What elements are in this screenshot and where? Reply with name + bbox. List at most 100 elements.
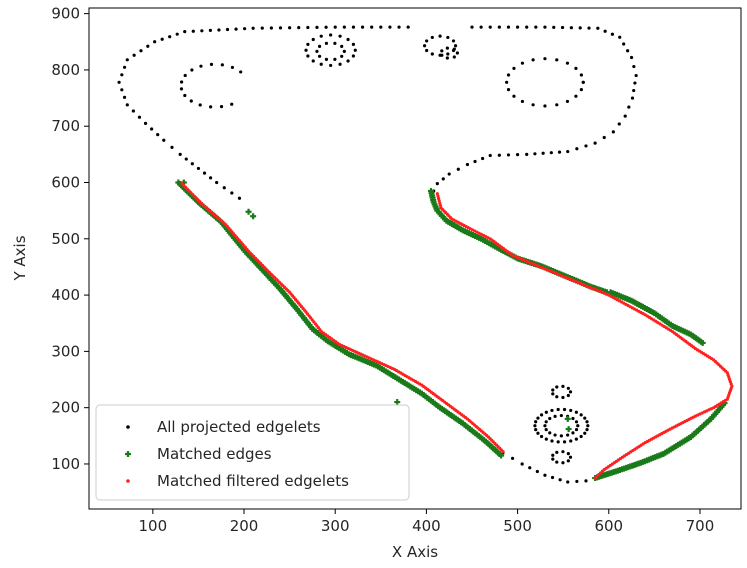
data-point-series-1 (543, 424, 547, 428)
data-point-series-1 (125, 103, 129, 107)
data-point-series-1 (584, 144, 588, 148)
data-point-series-1 (122, 95, 127, 99)
data-point-series-1 (543, 473, 547, 477)
data-point-series-1 (315, 25, 319, 29)
data-point-series-1 (251, 26, 255, 30)
data-point-series-1 (575, 479, 579, 484)
data-point-series-1 (618, 35, 622, 39)
data-point-series-1 (202, 171, 207, 175)
data-point-series-1 (333, 57, 337, 61)
data-point-series-1 (533, 152, 537, 156)
data-point-series-3 (593, 476, 597, 480)
data-point-series-1 (430, 52, 434, 56)
data-point-series-1 (189, 99, 193, 103)
data-point-series-1 (179, 87, 184, 91)
data-point-series-1 (559, 413, 563, 418)
data-point-series-1 (117, 80, 121, 84)
data-point-series-1 (548, 416, 552, 421)
data-point-series-1 (544, 410, 548, 414)
data-point-series-1 (178, 152, 182, 156)
data-point-series-1 (569, 439, 573, 443)
data-point-series-1 (340, 54, 344, 58)
data-point-series-1 (153, 40, 157, 44)
data-point-series-1 (465, 162, 470, 167)
data-point-series-1 (351, 25, 356, 29)
x-tick-label: 300 (321, 517, 350, 535)
data-point-series-1 (143, 121, 148, 125)
x-axis: 100 200 300 400 500 600 700 (139, 509, 714, 535)
data-point-series-1 (562, 407, 567, 412)
data-point-series-1 (602, 135, 606, 140)
data-point-series-1 (488, 153, 492, 158)
data-point-series-1 (581, 80, 585, 84)
x-tick-label: 100 (139, 517, 168, 535)
data-point-series-1 (438, 34, 442, 38)
data-point-series-1 (324, 57, 329, 61)
data-point-series-1 (525, 152, 529, 156)
y-tick-label: 600 (51, 174, 80, 192)
data-point-series-1 (183, 30, 187, 34)
data-point-series-1 (340, 44, 344, 48)
data-point-series-1 (242, 27, 247, 31)
data-point-series-1 (455, 51, 460, 55)
data-point-series-1 (315, 49, 319, 53)
data-point-series-1 (562, 440, 567, 444)
data-point-series-1 (422, 44, 427, 48)
data-point-series-1 (534, 427, 538, 432)
data-point-series-1 (553, 433, 557, 437)
data-point-series-1 (576, 424, 580, 428)
x-tick-label: 400 (412, 517, 441, 535)
data-point-series-1 (585, 427, 589, 432)
series-3 (180, 182, 734, 480)
data-point-series-1 (425, 39, 429, 43)
data-point-series-1 (629, 55, 634, 60)
data-point-series-1 (183, 73, 187, 78)
data-point-series-1 (370, 25, 374, 29)
legend-marker (125, 451, 131, 457)
data-point-series-1 (452, 47, 456, 51)
data-point-series-1 (515, 153, 520, 157)
data-point-series-1 (180, 80, 184, 84)
data-point-series-1 (200, 29, 204, 33)
data-point-series-1 (208, 28, 212, 32)
data-point-series-1 (555, 460, 559, 464)
data-point-series-2 (699, 339, 706, 346)
series-1 (117, 25, 638, 484)
data-point-series-1 (536, 416, 540, 420)
data-point-series-1 (481, 156, 485, 161)
y-tick-label: 400 (51, 286, 80, 304)
y-tick-label: 500 (51, 230, 80, 248)
data-point-series-1 (632, 88, 636, 93)
x-tick-label: 500 (503, 517, 532, 535)
data-point-series-1 (473, 159, 477, 164)
data-point-series-1 (230, 65, 235, 70)
data-point-series-1 (506, 73, 511, 77)
data-point-series-1 (634, 73, 638, 78)
data-point-series-1 (441, 177, 445, 181)
x-axis-label: X Axis (392, 543, 438, 561)
y-axis-label: Y Axis (11, 235, 29, 281)
data-point-series-1 (269, 26, 273, 30)
data-point-series-1 (555, 450, 559, 454)
data-point-series-1 (550, 475, 555, 480)
data-point-series-1 (324, 25, 328, 29)
data-point-series-2 (250, 213, 257, 220)
data-point-series-1 (584, 479, 588, 483)
legend-label-matched-edges: Matched edges (157, 445, 272, 463)
data-point-series-1 (535, 469, 539, 474)
data-point-series-1 (278, 26, 283, 30)
data-point-series-1 (541, 151, 545, 155)
data-point-series-1 (351, 42, 355, 47)
data-point-series-2 (245, 208, 252, 215)
data-point-series-1 (190, 162, 194, 166)
data-point-series-1 (137, 115, 142, 119)
data-point-series-1 (525, 25, 529, 29)
plot-frame (88, 7, 742, 510)
data-point-series-1 (551, 453, 555, 457)
data-point-series-1 (626, 49, 630, 53)
data-point-series-1 (534, 420, 538, 424)
series-layer (117, 25, 734, 484)
data-point-series-2 (498, 452, 505, 459)
data-point-series-1 (506, 88, 511, 92)
data-point-series-1 (446, 35, 450, 40)
